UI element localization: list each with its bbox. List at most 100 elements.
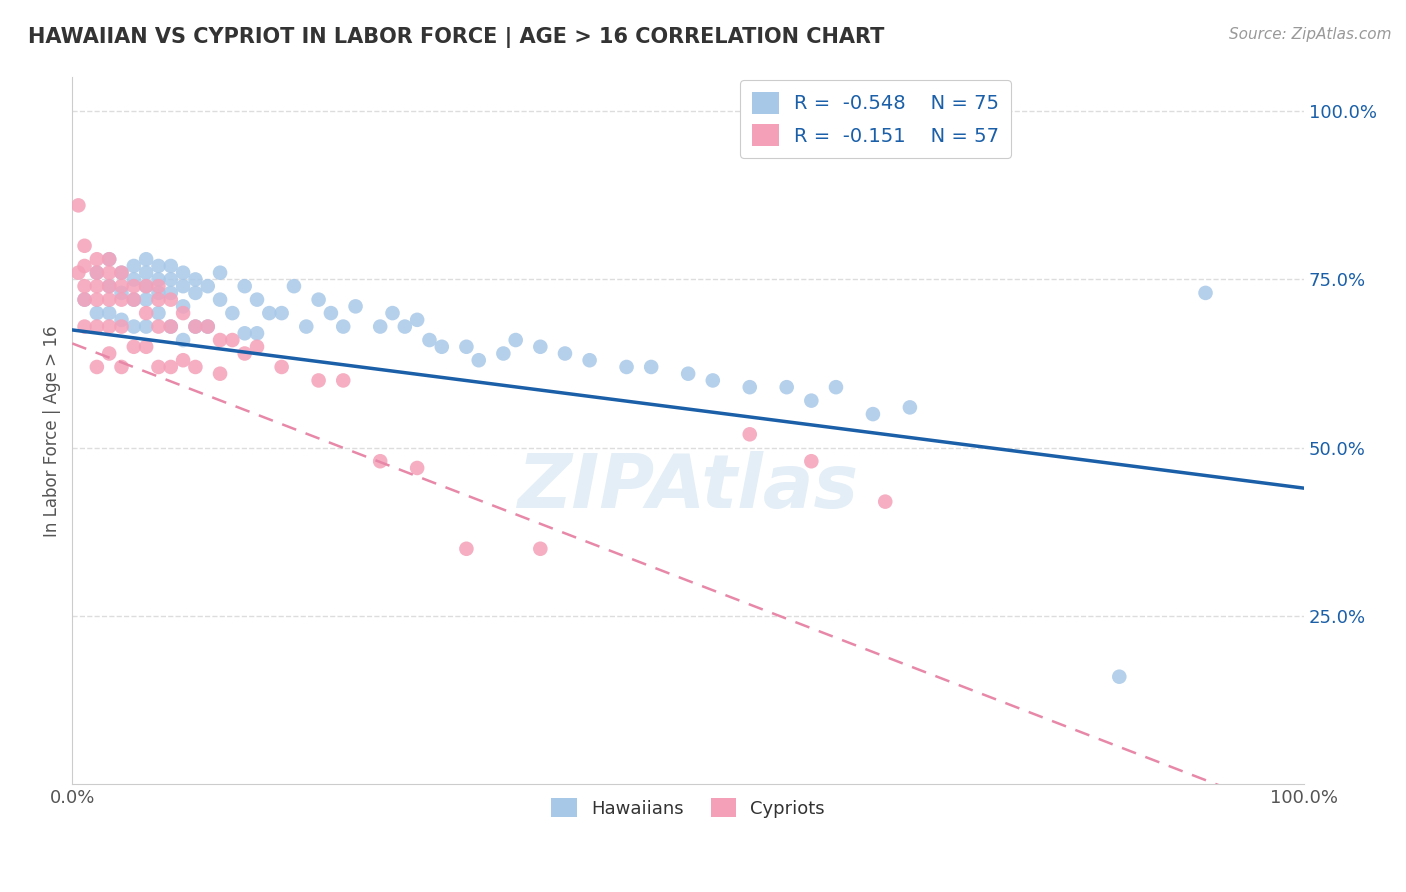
Point: [246, 340, 269, 354]
Point: [110, 293, 132, 307]
Point: [135, 279, 157, 293]
Point: [135, 266, 157, 280]
Point: [172, 353, 194, 368]
Point: [233, 326, 256, 341]
Point: [1108, 670, 1130, 684]
Point: [122, 319, 145, 334]
Point: [270, 359, 292, 374]
Point: [221, 333, 243, 347]
Y-axis label: In Labor Force | Age > 16: In Labor Force | Age > 16: [44, 326, 60, 537]
Point: [197, 319, 219, 334]
Point: [368, 319, 391, 334]
Point: [233, 279, 256, 293]
Point: [738, 427, 761, 442]
Point: [86, 293, 108, 307]
Point: [98, 279, 121, 293]
Point: [332, 319, 354, 334]
Point: [209, 266, 232, 280]
Point: [368, 454, 391, 468]
Legend: Hawaiians, Cypriots: Hawaiians, Cypriots: [544, 791, 832, 825]
Point: [259, 306, 281, 320]
Point: [159, 259, 181, 273]
Point: [246, 326, 269, 341]
Point: [86, 306, 108, 320]
Point: [172, 266, 194, 280]
Point: [98, 252, 121, 267]
Point: [86, 252, 108, 267]
Point: [73, 293, 96, 307]
Point: [197, 279, 219, 293]
Point: [122, 259, 145, 273]
Point: [98, 252, 121, 267]
Point: [738, 380, 761, 394]
Point: [122, 293, 145, 307]
Point: [221, 306, 243, 320]
Point: [184, 359, 207, 374]
Point: [209, 333, 232, 347]
Point: [159, 319, 181, 334]
Point: [122, 293, 145, 307]
Point: [122, 340, 145, 354]
Point: [344, 299, 367, 313]
Point: [148, 306, 170, 320]
Point: [825, 380, 848, 394]
Point: [67, 266, 90, 280]
Point: [159, 359, 181, 374]
Point: [86, 266, 108, 280]
Point: [184, 272, 207, 286]
Point: [172, 306, 194, 320]
Point: [110, 285, 132, 300]
Point: [800, 454, 823, 468]
Point: [456, 340, 478, 354]
Text: ZIPAtlas: ZIPAtlas: [517, 451, 859, 524]
Text: Source: ZipAtlas.com: Source: ZipAtlas.com: [1229, 27, 1392, 42]
Point: [135, 306, 157, 320]
Point: [135, 340, 157, 354]
Point: [122, 279, 145, 293]
Point: [800, 393, 823, 408]
Point: [319, 306, 342, 320]
Point: [148, 259, 170, 273]
Point: [110, 359, 132, 374]
Point: [616, 359, 638, 374]
Point: [233, 346, 256, 360]
Point: [246, 293, 269, 307]
Point: [197, 319, 219, 334]
Point: [135, 279, 157, 293]
Point: [406, 461, 429, 475]
Point: [430, 340, 453, 354]
Point: [172, 333, 194, 347]
Point: [86, 359, 108, 374]
Point: [776, 380, 799, 394]
Point: [98, 266, 121, 280]
Point: [110, 266, 132, 280]
Point: [184, 319, 207, 334]
Point: [270, 306, 292, 320]
Point: [73, 319, 96, 334]
Point: [73, 279, 96, 293]
Point: [529, 340, 551, 354]
Point: [98, 279, 121, 293]
Point: [578, 353, 600, 368]
Point: [332, 373, 354, 387]
Point: [554, 346, 576, 360]
Point: [148, 293, 170, 307]
Point: [98, 346, 121, 360]
Point: [406, 313, 429, 327]
Point: [148, 279, 170, 293]
Point: [122, 272, 145, 286]
Point: [135, 319, 157, 334]
Text: HAWAIIAN VS CYPRIOT IN LABOR FORCE | AGE > 16 CORRELATION CHART: HAWAIIAN VS CYPRIOT IN LABOR FORCE | AGE…: [28, 27, 884, 48]
Point: [135, 252, 157, 267]
Point: [295, 319, 318, 334]
Point: [67, 198, 90, 212]
Point: [172, 279, 194, 293]
Point: [110, 279, 132, 293]
Point: [184, 319, 207, 334]
Point: [898, 401, 921, 415]
Point: [209, 367, 232, 381]
Point: [110, 266, 132, 280]
Point: [283, 279, 305, 293]
Point: [73, 239, 96, 253]
Point: [381, 306, 404, 320]
